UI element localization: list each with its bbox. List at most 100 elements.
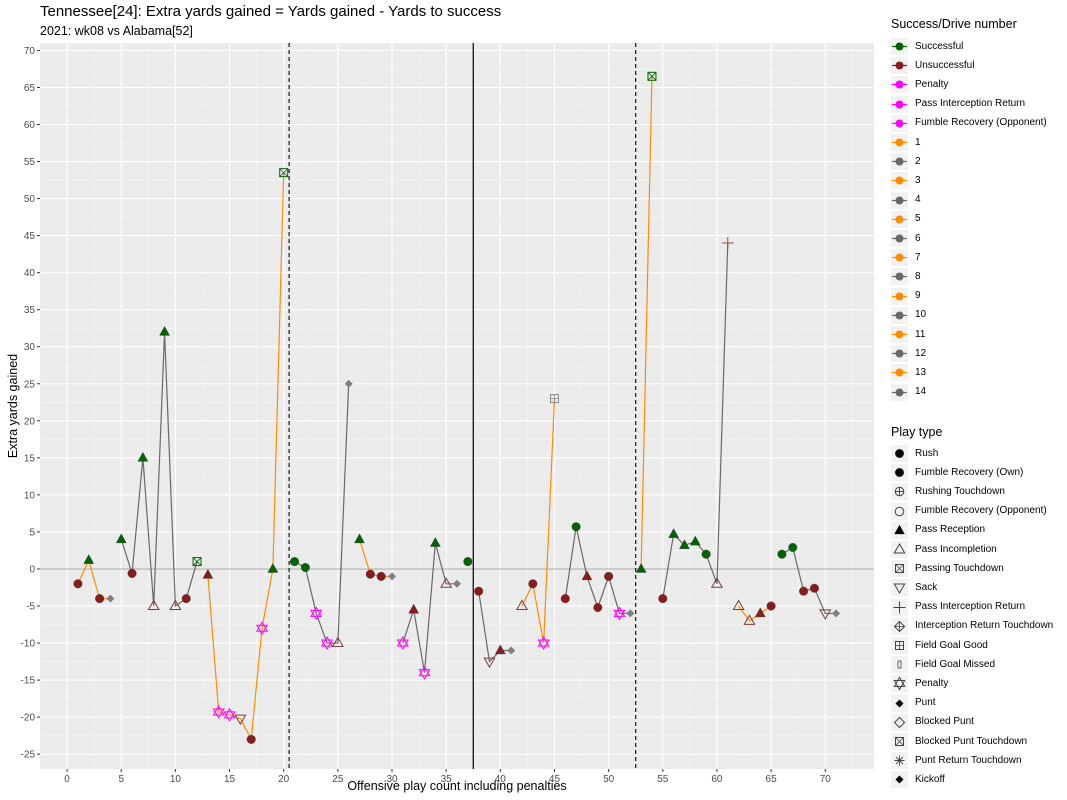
data-point [809,583,819,593]
legend-play-item-label: Fumble Recovery (Opponent) [915,505,1047,517]
data-point [537,636,550,651]
legend-play-item-label: Pass Incompletion [915,543,997,555]
legend-success-item-swatch [892,311,907,320]
x-tick-label: 40 [495,774,507,785]
legend-play-item-swatch [893,543,906,554]
legend-play-item-key [891,733,908,750]
legend-marker [893,620,906,633]
legend-play-item-swatch [894,487,905,497]
x-tick-label: 55 [657,774,669,785]
legend-play-item-key [891,598,908,616]
data-point [418,665,431,680]
legend-play-item-swatch [894,506,905,516]
data-point-x [647,72,657,81]
legend-success-item-label: Successful [915,40,964,52]
data-point [549,394,559,404]
legend-success-title: Success/Drive number [891,17,1017,31]
y-tick-label: -25 [21,750,36,761]
legend-dot [895,176,904,185]
legend-dot [895,311,904,320]
data-point [127,568,137,578]
legend-success-item-label: 5 [915,213,921,225]
legend-play-item-key [891,579,908,597]
legend-success-item-key [891,191,908,209]
legend-dot [895,330,904,339]
data-point [137,451,149,462]
x-tick-label: 65 [766,774,778,785]
data-point [819,609,832,620]
y-tick-label: -15 [21,676,36,687]
data-point-box [647,71,657,81]
x-axis-label: Offensive play count including penalties [347,779,567,793]
y-tick-label: -20 [21,713,36,724]
legend-dot [895,42,904,51]
y-tick-label: 0 [29,564,35,575]
legend-play-item-key [891,771,908,789]
data-point [408,603,420,614]
chart-title: Tennessee[24]: Extra yards gained = Yard… [40,3,502,20]
x-tick-label: 45 [549,774,561,785]
legend-success-item-swatch [892,272,907,281]
legend-play-item-label: Fumble Recovery (Own) [915,466,1024,478]
x-tick-label: 5 [118,774,124,785]
legend-success-item-swatch [892,100,907,109]
data-point [581,570,593,581]
legend-marker [894,524,905,534]
drive-line [77,558,111,600]
drive-line [402,542,457,673]
legend-play-item-label: Penalty [915,677,949,689]
legend-play-item-key [891,521,908,539]
legend-success-item-key [891,268,908,286]
data-point [721,237,734,250]
legend-success-item-key [891,306,908,324]
data-point [429,537,441,547]
data-point [267,563,279,573]
legend-success-item-key [891,114,908,132]
legend-dot [895,157,904,166]
x-tick-label: 20 [278,774,290,785]
legend-dot [895,368,904,377]
data-point [354,533,365,544]
legend-success-item-label: 6 [915,232,921,244]
legend-success-item-swatch [892,196,907,205]
legend-dot [895,100,904,109]
legend-marker [894,487,905,497]
legend-dot [895,119,904,128]
data-point [658,594,668,604]
legend-play-item-label: Rush [915,447,939,459]
legend-marker-box [895,737,904,746]
data-point [279,168,289,178]
data-point [159,326,170,336]
legend-success-item-swatch [892,253,907,262]
legend-success-item-key [891,95,908,113]
legend-success-item-swatch [892,61,907,70]
data-point-up [223,707,236,719]
data-point [192,557,202,567]
data-point [310,606,323,621]
data-point-up [320,636,334,647]
legend-success-item-swatch [892,368,907,377]
data-point [95,594,105,604]
data-point [483,657,496,669]
data-point-up [537,636,550,647]
legend-success-item-swatch [892,119,907,128]
data-point [440,577,453,588]
data-point [365,569,375,579]
legend-success-item-key [891,38,908,55]
data-point [331,636,344,648]
legend-play-item-label: Field Goal Missed [915,658,996,670]
legend-success-item-label: 8 [915,270,921,282]
data-point [560,594,570,604]
legend-marker [893,676,906,691]
x-tick-label: 50 [603,774,615,785]
legend-dot [895,292,904,301]
data-point [453,579,461,588]
data-point [788,542,798,552]
legend-success-item-key [891,76,908,94]
legend-success-item-key [891,153,908,171]
legend-success-item-swatch [892,42,907,51]
data-point-plus [550,394,559,403]
legend-dot [895,61,904,70]
data-point [169,599,182,611]
legend-success-item-label: 4 [915,194,921,206]
